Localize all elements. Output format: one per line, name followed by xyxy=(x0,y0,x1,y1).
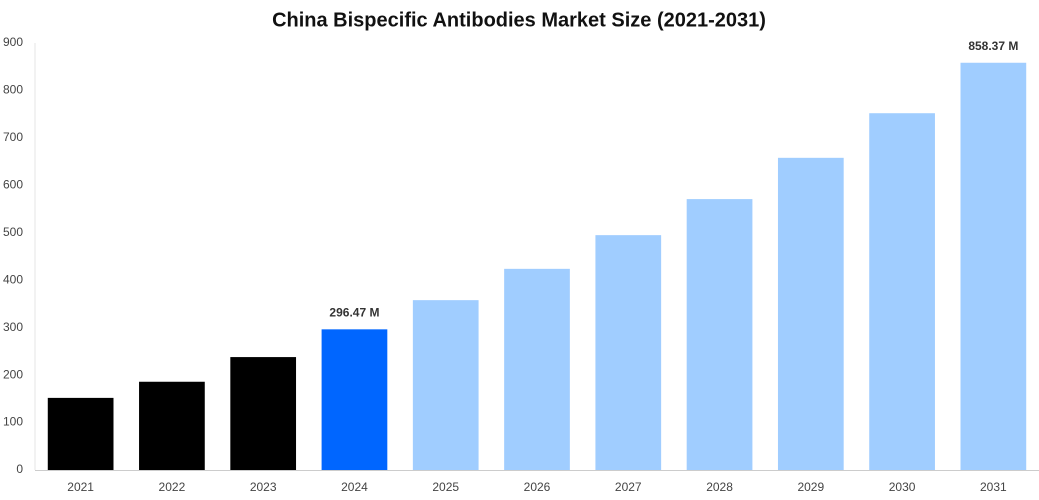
y-tick-label: 800 xyxy=(3,83,23,97)
bar xyxy=(869,113,935,471)
bar xyxy=(139,381,205,470)
bar xyxy=(777,157,844,470)
bar xyxy=(412,300,479,470)
x-tick-label: 2026 xyxy=(524,480,551,494)
bar xyxy=(230,357,297,470)
x-tick-label: 2027 xyxy=(615,480,642,494)
value-label: 296.47 M xyxy=(329,306,379,320)
x-tick-label: 2029 xyxy=(797,480,824,494)
x-tick-label: 2021 xyxy=(67,480,94,494)
x-tick-label: 2030 xyxy=(889,480,916,494)
bar xyxy=(595,235,662,470)
bar xyxy=(504,268,570,470)
y-tick-label: 500 xyxy=(3,225,23,239)
bar xyxy=(960,62,1027,470)
y-tick-label: 600 xyxy=(3,178,23,192)
y-tick-label: 300 xyxy=(3,320,23,334)
y-tick-label: 700 xyxy=(3,130,23,144)
x-tick-label: 2022 xyxy=(159,480,186,494)
bar xyxy=(321,329,388,470)
y-tick-label: 100 xyxy=(3,415,23,429)
y-tick-label: 900 xyxy=(3,35,23,49)
bar xyxy=(47,397,114,470)
bar xyxy=(686,199,753,470)
x-tick-label: 2025 xyxy=(432,480,459,494)
y-tick-label: 400 xyxy=(3,272,23,286)
y-tick-label: 0 xyxy=(16,462,23,476)
y-tick-label: 200 xyxy=(3,367,23,381)
chart-title: China Bispecific Antibodies Market Size … xyxy=(272,9,766,31)
x-tick-label: 2024 xyxy=(341,480,368,494)
x-tick-label: 2031 xyxy=(980,480,1007,494)
value-label: 858.37 M xyxy=(968,39,1018,53)
x-tick-label: 2023 xyxy=(250,480,277,494)
x-tick-label: 2028 xyxy=(706,480,733,494)
